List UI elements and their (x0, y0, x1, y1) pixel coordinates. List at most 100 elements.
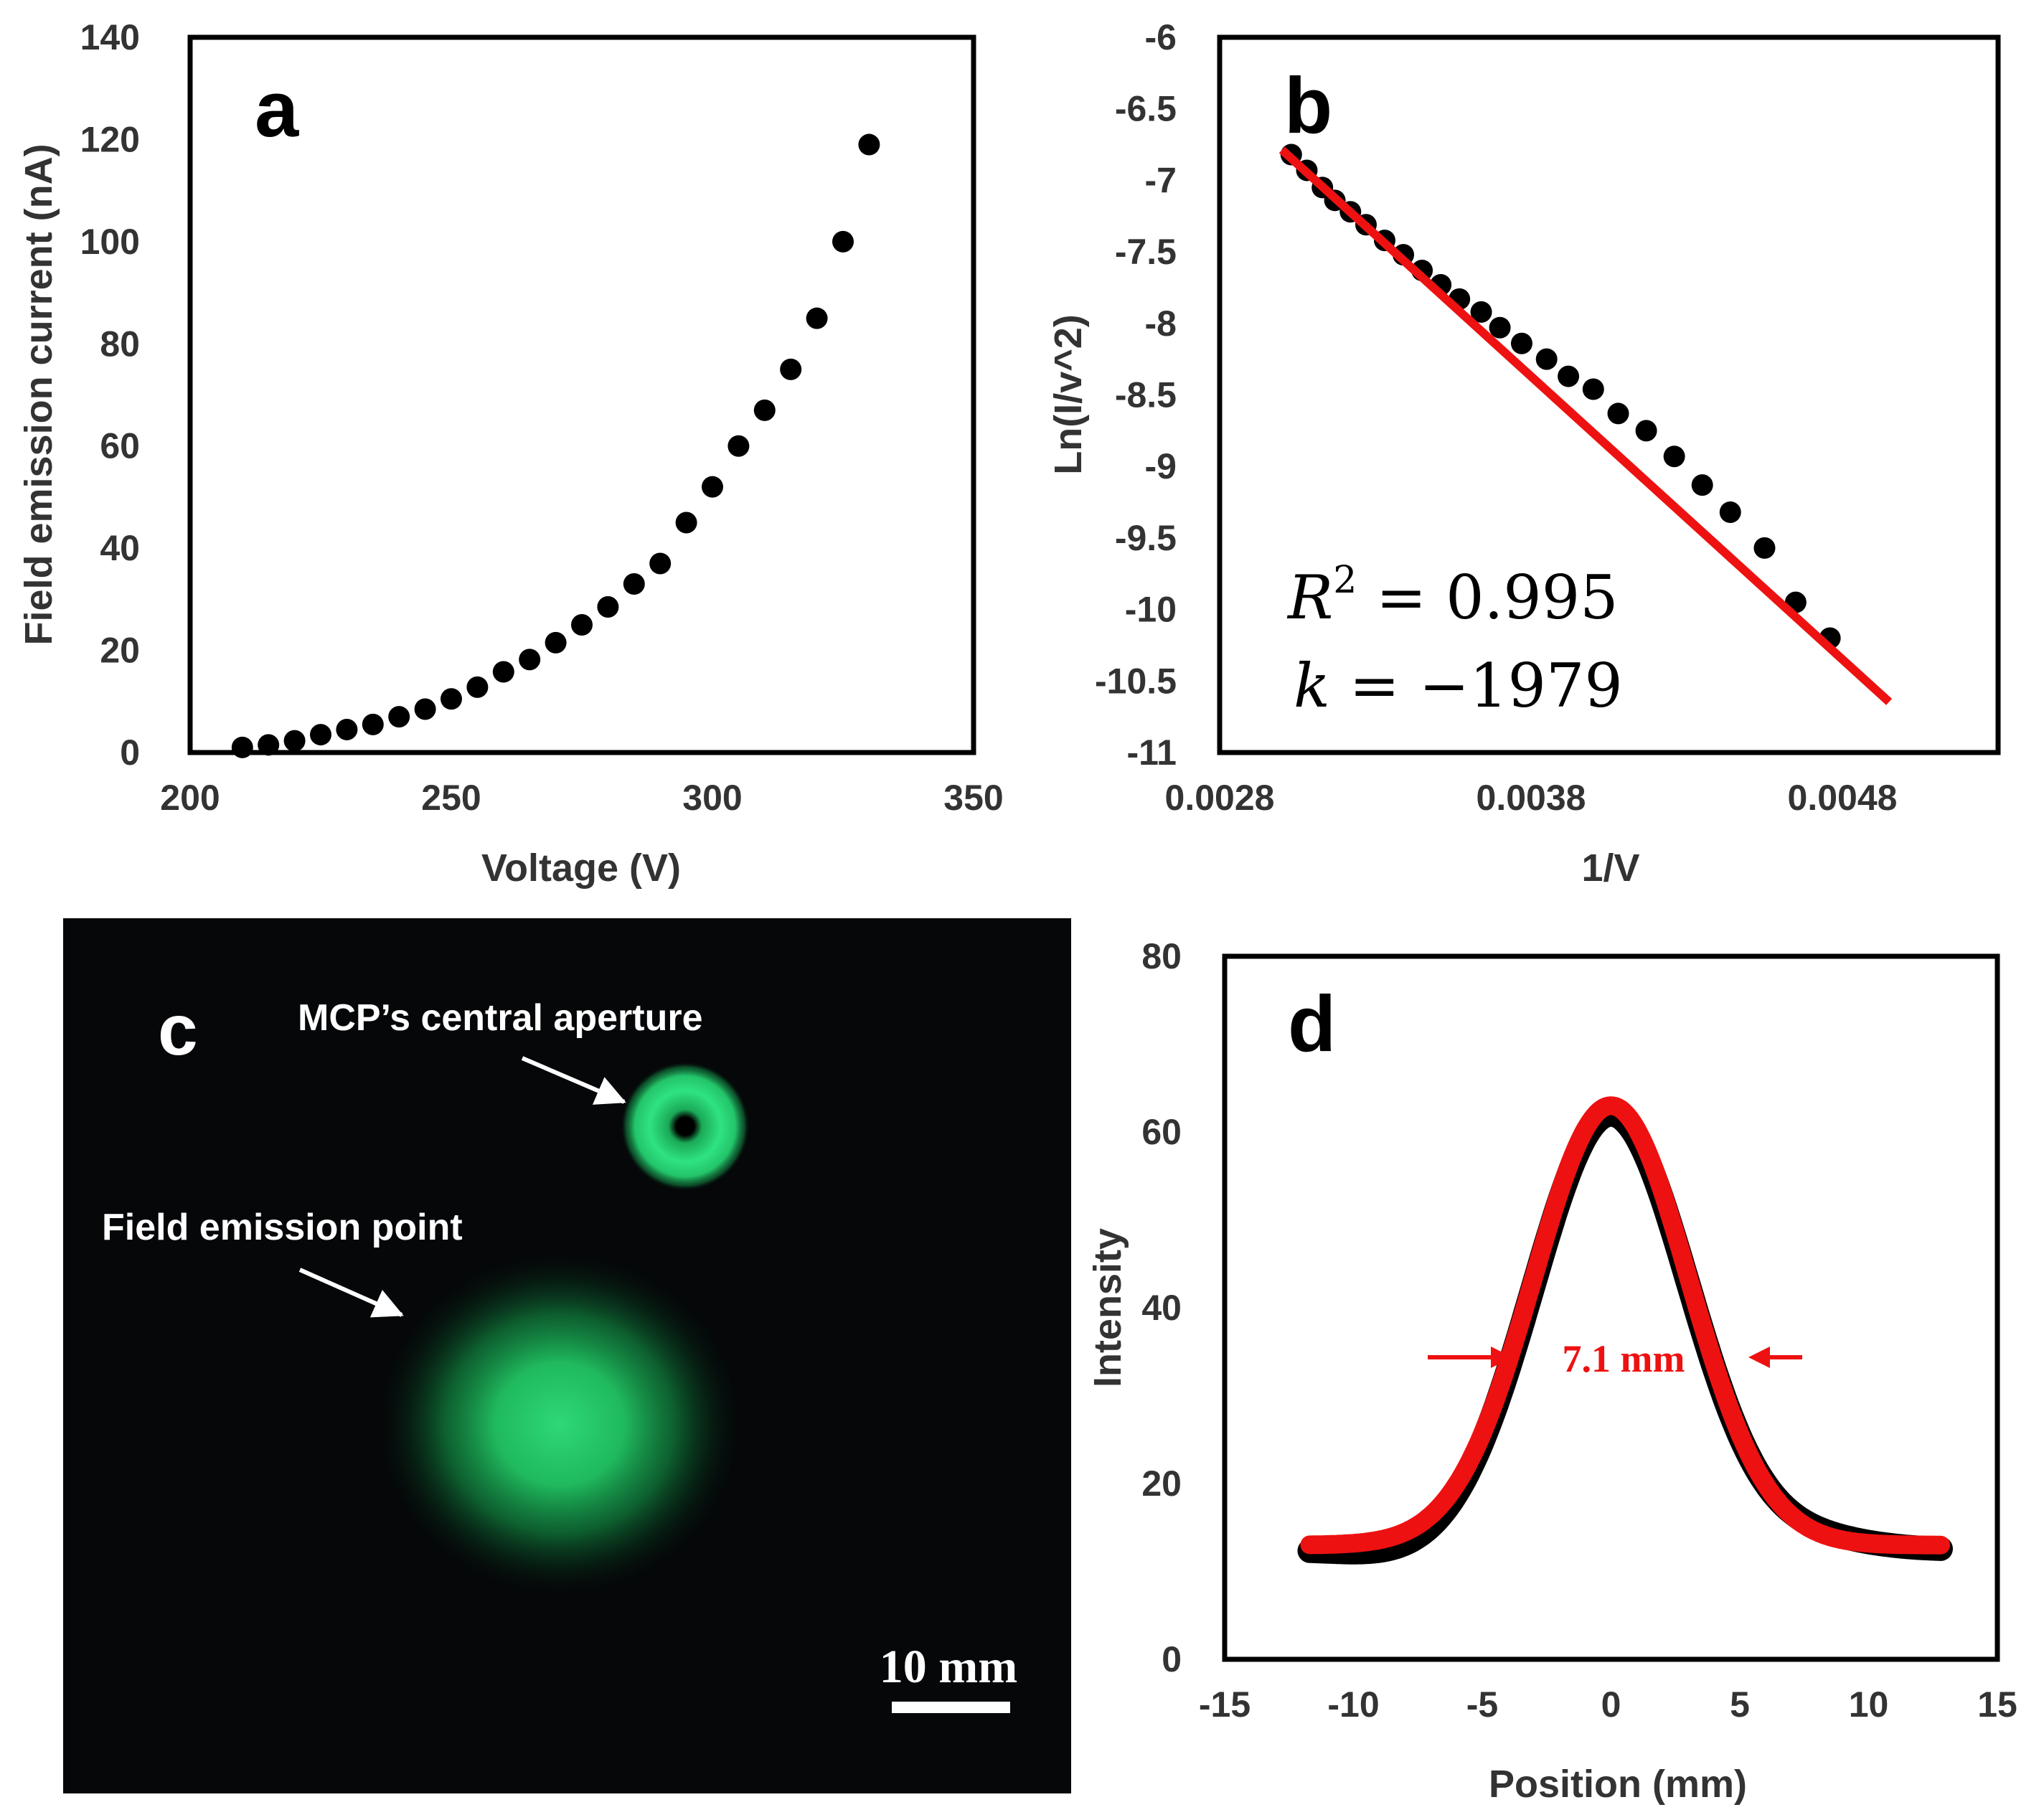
slope-annotation: k = −1979 (1294, 651, 1623, 721)
plot-frame (1222, 953, 2000, 1662)
y-axis: -6 -6.5 -7 -7.5 -8 -8.5 -9 -9.5 -10 -10.5 -11 (1095, 17, 1177, 773)
data-point (258, 734, 280, 756)
y-tick-label: 40 (1141, 1288, 1182, 1328)
data-point (832, 230, 854, 253)
data-point (441, 688, 462, 710)
x-axis: -15 -10 -5 0 5 10 15 (1199, 1684, 2017, 1725)
x-tick-label: 0 (1601, 1684, 1621, 1725)
data-point (1607, 402, 1629, 425)
x-axis-label: 1/V (1581, 847, 1639, 890)
emission-arrow (298, 1268, 404, 1318)
data-point (1691, 474, 1713, 496)
k-value: = −1979 (1330, 651, 1623, 721)
data-point (623, 572, 645, 595)
x-tick-label: 200 (160, 778, 220, 818)
y-axis-label: Ln(I/v^2) (1047, 314, 1090, 475)
data-point (466, 676, 489, 698)
data-point (649, 552, 672, 575)
data-point (806, 307, 828, 329)
panel-letter: d (1288, 980, 1336, 1068)
y-tick-label: -9.5 (1115, 518, 1177, 558)
data-point (519, 649, 541, 671)
y-axis: 0 20 40 60 80 (1141, 936, 1182, 1679)
emission-label: Field emission point (102, 1207, 463, 1248)
y-tick-label: 60 (1141, 1112, 1182, 1152)
y-axis-label: Intensity (1086, 1228, 1129, 1387)
data-point (1535, 348, 1558, 370)
y-tick-label: 100 (80, 222, 140, 262)
data-point (1582, 378, 1604, 400)
y-tick-label: -10 (1125, 590, 1177, 630)
data-point (231, 736, 253, 758)
y-tick-label: -7.5 (1115, 232, 1177, 272)
fwhm-label: 7.1 mm (1563, 1337, 1685, 1380)
panel-c-photo: c MCP’s central aperture Field emission … (63, 918, 1071, 1793)
data-point (414, 698, 436, 720)
x-tick-label: 0.0028 (1165, 778, 1275, 818)
data-point (675, 511, 697, 534)
data-point (1510, 332, 1532, 354)
panel-b: b -6 -6.5 -7 -7.5 -8 -8.5 -9 -9.5 -10 -10.5 -11 0.… (1047, 17, 2001, 890)
panel-d: d 0 20 40 60 80 -15 -10 -5 0 5 10 15 7.1 mm Positi… (1086, 936, 2017, 1806)
scale-bar (892, 1702, 1010, 1713)
x-tick-label: 250 (421, 778, 481, 818)
data-point (571, 613, 593, 636)
panel-a: a 0 20 40 60 80 100 120 140 200 250 300 350 Voltag… (17, 17, 1004, 890)
aperture-label: MCP’s central aperture (298, 997, 702, 1039)
fit-line (1278, 146, 1893, 705)
y-tick-label: 0 (1162, 1639, 1182, 1679)
data-point (545, 631, 567, 654)
data-point (858, 133, 880, 156)
y-tick-label: -6 (1145, 17, 1177, 57)
data-point (1470, 301, 1492, 323)
data-point (283, 730, 306, 752)
x-tick-label: -15 (1199, 1684, 1251, 1725)
r-squared-annotation: R2 = 0.995 (1286, 559, 1619, 633)
data-point (1635, 420, 1657, 442)
y-tick-label: -6.5 (1115, 89, 1177, 129)
y-tick-label: 40 (100, 528, 140, 568)
y-tick-label: -9 (1145, 446, 1177, 486)
x-axis: 0.0028 0.0038 0.0048 (1165, 778, 1898, 818)
fwhm-left-arrowhead (1491, 1347, 1512, 1368)
panel-letter: b (1284, 62, 1332, 150)
x-tick-label: -5 (1466, 1684, 1498, 1725)
fwhm-right-arrowhead (1748, 1347, 1770, 1368)
gaussian-fit-line (1300, 1096, 1950, 1555)
x-axis-label: Voltage (V) (481, 847, 681, 890)
aperture-arrow (521, 1056, 626, 1105)
fit-line-group (1278, 146, 1893, 705)
aperture-ring (621, 1062, 750, 1191)
x-tick-label: 0.0048 (1788, 778, 1898, 818)
y-tick-label: -11 (1126, 732, 1177, 773)
y-tick-label: 60 (100, 426, 140, 466)
y-tick-label: 20 (1141, 1463, 1182, 1504)
panel-letter: a (255, 65, 299, 154)
k-symbol: k (1294, 651, 1330, 721)
field-emission-spot (373, 1248, 746, 1600)
y-axis: 0 20 40 60 80 100 120 140 (80, 17, 140, 773)
data-point (780, 358, 802, 380)
x-tick-label: 10 (1849, 1684, 1889, 1725)
x-tick-label: -10 (1327, 1684, 1379, 1725)
x-axis: 200 250 300 350 (160, 778, 1003, 818)
y-tick-label: -8.5 (1115, 375, 1177, 415)
y-tick-label: -10.5 (1095, 661, 1177, 701)
x-tick-label: 5 (1730, 1684, 1750, 1725)
r2-symbol: R (1286, 562, 1333, 633)
data-point (597, 596, 619, 618)
x-tick-label: 350 (943, 778, 1003, 818)
y-tick-label: 80 (100, 324, 140, 364)
y-tick-label: 120 (80, 119, 140, 159)
y-tick-label: 0 (120, 732, 140, 773)
y-tick-label: 140 (80, 17, 140, 57)
x-tick-label: 15 (1977, 1684, 2017, 1725)
r2-value: = 0.995 (1357, 562, 1618, 633)
y-axis-label: Field emission current (nA) (17, 143, 60, 645)
y-tick-label: -8 (1145, 303, 1177, 344)
x-tick-label: 300 (682, 778, 742, 818)
data-point (1558, 365, 1580, 387)
data-point (336, 718, 358, 740)
data-points (231, 133, 880, 758)
data-point (1753, 537, 1776, 559)
